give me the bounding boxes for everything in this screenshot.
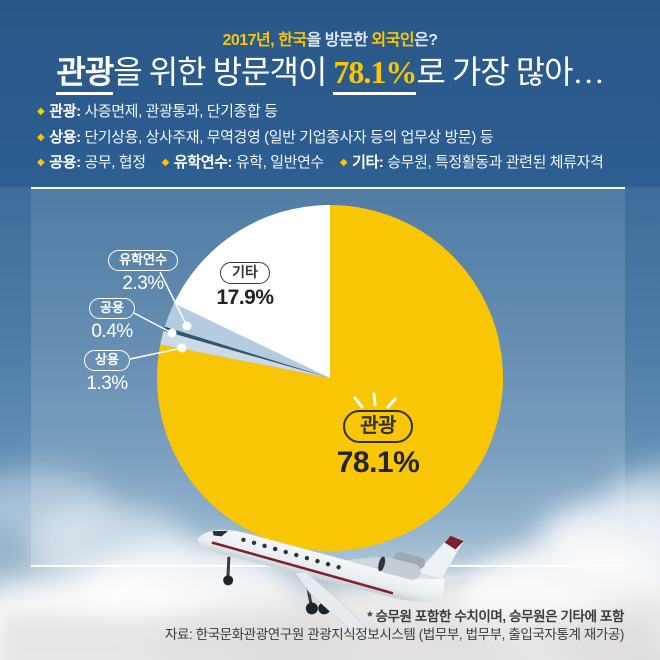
legend-item-desc: 단기상용, 상사주재, 무역경영 (일반 기업종사자 등의 업무상 방문) 등 — [80, 128, 494, 146]
callout-etc-value: 17.9% — [216, 286, 274, 309]
callout-business: 상용 1.3% — [37, 350, 177, 395]
diamond-bullet-icon: ◆ — [161, 157, 170, 168]
legend-line: ◆ 공용: 공무, 협정 ◆ 유학연수: 유학, 일반연수 ◆ 기타: 승무원, 특정활동… — [37, 151, 619, 177]
diamond-bullet-icon: ◆ — [37, 131, 45, 143]
visa-legend: ◆ 관광: 사증면제, 관광통과, 단기종합 등 ◆ 상용: 단기상용, 상사주재, … — [37, 100, 619, 177]
source-text: 자료: 한국문화관광연구원 관광지식정보시스템 (법무부, 법무부, 출입국자통… — [164, 627, 624, 642]
diamond-bullet-icon: ◆ — [37, 157, 45, 168]
legend-item: ◆ 기타: 승무원, 특정활동과 관련된 체류자격 — [340, 154, 604, 171]
legend-item-desc: 유학, 일반연수 — [232, 154, 324, 171]
footnote-text: * 승무원 포함한 수치이며, 승무원은 기타에 포함 — [367, 609, 624, 624]
airplane-near-wing — [294, 571, 377, 640]
airplane-engine-intake — [378, 556, 386, 572]
diamond-bullet-icon: ◆ — [37, 106, 45, 117]
legend-item: ◆ 상용: 단기상용, 상사주재, 무역경영 (일반 기업종사자 등의 업무상 방… — [37, 128, 494, 146]
title-part: 2017년, — [222, 32, 275, 49]
callout-etc: 기타 17.9% — [183, 262, 307, 310]
title-part: 로 가장 많아… — [416, 54, 604, 90]
legend-item: ◆ 유학연수: 유학, 일반연수 — [161, 154, 325, 171]
legend-item-label: 유학연수: — [173, 154, 233, 171]
callout-etc-bubble: 기타 — [220, 262, 270, 284]
title-part: 을 방문한 — [306, 32, 372, 49]
legend-item-label: 관광: — [49, 103, 81, 120]
diamond-bullet-icon: ◆ — [339, 157, 348, 168]
legend-item: ◆ 관광: 사증면제, 관광통과, 단기종합 등 — [37, 103, 278, 120]
title-part: 을 위한 방문객이 — [113, 54, 334, 90]
legend-item-desc: 공무, 협정 — [80, 154, 146, 171]
cloud-haze — [0, 615, 660, 660]
airplane-wheel — [223, 575, 234, 586]
callout-official-bubble: 공용 — [89, 298, 135, 319]
callout-official-value: 0.4% — [91, 321, 133, 342]
airplane-wheel — [305, 602, 318, 615]
title-part: 외국인 — [371, 32, 415, 49]
legend-item-label: 공용: — [49, 154, 81, 171]
callout-tourism-pill: 관광 — [343, 410, 413, 443]
callout-study-value: 2.3% — [122, 273, 164, 294]
legend-line: ◆ 상용: 단기상용, 상사주재, 무역경영 (일반 기업종사자 등의 업무상 방… — [37, 126, 619, 152]
callout-business-bubble: 상용 — [84, 350, 130, 371]
legend-item-desc: 승무원, 특정활동과 관련된 체류자격 — [383, 154, 604, 171]
airplane-near-engine — [379, 557, 421, 580]
callout-study: 유학연수 2.3% — [73, 250, 213, 295]
callout-tourism: 관광 78.1% — [308, 410, 448, 480]
title-part: 78.1% — [333, 54, 417, 95]
airplane-tail-fin — [416, 535, 465, 580]
legend-item-label: 기타: — [352, 154, 384, 171]
legend-item: ◆ 공용: 공무, 협정 — [37, 154, 146, 171]
legend-line: ◆ 관광: 사증면제, 관광통과, 단기종합 등 — [37, 100, 619, 126]
title-part: 한국 — [278, 32, 307, 49]
title-part: 관광 — [56, 54, 114, 95]
page-title: 관광을 위한 방문객이 78.1%로 가장 많아… — [0, 47, 660, 95]
legend-item-label: 상용: — [49, 128, 81, 146]
legend-item-desc: 사증면제, 관광통과, 단기종합 등 — [80, 103, 278, 120]
callout-official: 공용 0.4% — [42, 298, 182, 343]
callout-study-bubble: 유학연수 — [108, 250, 178, 271]
kicker-title: 2017년, 한국을 방문한 외국인은? — [0, 26, 660, 50]
callout-tourism-value: 78.1% — [336, 446, 420, 479]
callout-business-value: 1.3% — [86, 373, 128, 394]
title-part: 은? — [414, 32, 438, 49]
airplane-nose-gear — [226, 556, 231, 578]
airplane-stripe — [211, 541, 394, 595]
